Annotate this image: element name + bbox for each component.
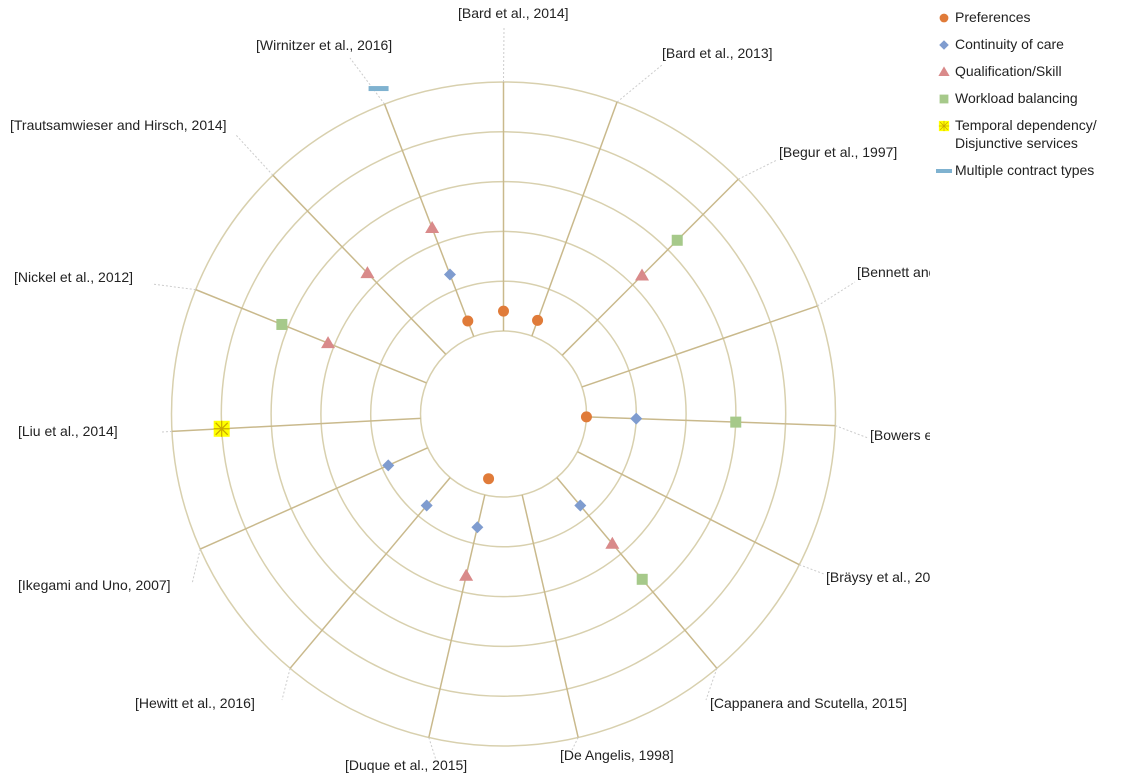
category-label: [Hewitt et al., 2016] bbox=[135, 695, 255, 711]
category-label: [De Angelis, 1998] bbox=[560, 747, 674, 763]
category-label: [Begur et al., 1997] bbox=[779, 144, 897, 160]
leader bbox=[349, 57, 385, 105]
star-stroke bbox=[939, 121, 949, 131]
leader bbox=[161, 430, 172, 433]
category-label: [Wirnitzer et al., 2016] bbox=[256, 37, 392, 53]
star-stroke bbox=[215, 422, 229, 436]
legend-item: Preferences bbox=[936, 8, 1132, 26]
legend-icon bbox=[938, 66, 950, 76]
radial-plot: [Bard et al., 2014] [Bard et al., 2013] [B… bbox=[10, 5, 1016, 773]
legend-item: Continuity of care bbox=[936, 35, 1132, 53]
spoke bbox=[561, 178, 739, 356]
leader bbox=[817, 281, 856, 307]
ring bbox=[419, 330, 588, 498]
leader bbox=[738, 159, 778, 180]
legend: Preferences Continuity of care Qualificati… bbox=[936, 8, 1132, 188]
spoke bbox=[383, 103, 475, 337]
leader bbox=[151, 283, 196, 291]
category-label: [Duque et al., 2015] bbox=[345, 757, 467, 773]
legend-label: Continuity of care bbox=[955, 36, 1064, 52]
leader bbox=[503, 27, 505, 83]
marker bbox=[213, 420, 230, 437]
marker bbox=[630, 412, 643, 425]
leader bbox=[835, 425, 869, 439]
leader bbox=[799, 564, 825, 575]
spoke bbox=[171, 417, 421, 433]
spoke bbox=[272, 174, 447, 355]
category-label: [Nickel et al., 2012] bbox=[14, 269, 133, 285]
leader bbox=[616, 64, 663, 103]
marker bbox=[671, 234, 683, 246]
legend-label: Qualification/Skill bbox=[955, 63, 1062, 79]
marker bbox=[635, 268, 650, 281]
marker bbox=[462, 315, 474, 327]
spoke bbox=[195, 288, 427, 384]
leader bbox=[705, 668, 718, 701]
marker bbox=[636, 573, 648, 585]
legend-icon bbox=[938, 120, 950, 132]
marker bbox=[471, 521, 484, 534]
marker bbox=[276, 318, 288, 330]
marker bbox=[532, 314, 544, 326]
marker bbox=[368, 86, 389, 92]
legend-item: Workload balancing bbox=[936, 89, 1132, 107]
marker bbox=[730, 416, 742, 428]
marker bbox=[938, 120, 950, 132]
spoke bbox=[586, 416, 836, 427]
legend-icon bbox=[939, 40, 949, 50]
leader bbox=[191, 548, 201, 585]
marker bbox=[580, 411, 592, 423]
spoke bbox=[289, 477, 451, 669]
legend-icon bbox=[939, 94, 949, 104]
spoke bbox=[577, 451, 800, 566]
category-label: [Ikegami and Uno, 2007] bbox=[18, 577, 171, 593]
marker bbox=[574, 499, 587, 512]
leader bbox=[281, 668, 291, 701]
category-label: [Liu et al., 2014] bbox=[18, 423, 118, 439]
leader bbox=[235, 134, 274, 176]
legend-item: Temporal dependency/ Disjunctive service… bbox=[936, 116, 1132, 152]
legend-item: Multiple contract types bbox=[936, 161, 1132, 179]
legend-icon bbox=[939, 13, 949, 23]
marker bbox=[939, 40, 949, 50]
marker bbox=[939, 94, 949, 104]
legend-item: Qualification/Skill bbox=[936, 62, 1132, 80]
category-label: [Trautsamwieser and Hirsch, 2014] bbox=[10, 117, 227, 133]
legend-label: Temporal dependency/ Disjunctive service… bbox=[955, 117, 1097, 151]
marker bbox=[382, 459, 395, 472]
spoke bbox=[428, 494, 486, 738]
marker bbox=[938, 66, 950, 76]
category-label: [Bowers et al., 2015] bbox=[870, 427, 930, 443]
marker bbox=[459, 568, 474, 581]
marker bbox=[425, 221, 440, 234]
marker bbox=[605, 536, 620, 549]
marker bbox=[360, 266, 375, 279]
legend-icon bbox=[936, 169, 952, 173]
marker bbox=[498, 305, 509, 317]
legend-label: Multiple contract types bbox=[955, 162, 1095, 178]
spoke bbox=[581, 305, 818, 388]
marker bbox=[936, 169, 952, 173]
category-label: [Bennett and Erera, 2011] bbox=[857, 264, 930, 280]
spoke bbox=[521, 494, 579, 738]
marker bbox=[321, 336, 336, 349]
marker bbox=[939, 13, 949, 23]
marker bbox=[483, 473, 495, 485]
spoke bbox=[556, 477, 718, 669]
marker bbox=[443, 268, 456, 281]
category-label: [Bard et al., 2013] bbox=[662, 45, 773, 61]
marker bbox=[420, 499, 433, 512]
category-label: [Bräysy et al., 2009] bbox=[826, 569, 930, 585]
legend-label: Workload balancing bbox=[955, 90, 1078, 106]
category-label: [Cappanera and Scutella, 2015] bbox=[710, 695, 907, 711]
legend-label: Preferences bbox=[955, 9, 1031, 25]
category-label: [Bard et al., 2014] bbox=[458, 5, 569, 21]
spoke bbox=[531, 101, 618, 337]
